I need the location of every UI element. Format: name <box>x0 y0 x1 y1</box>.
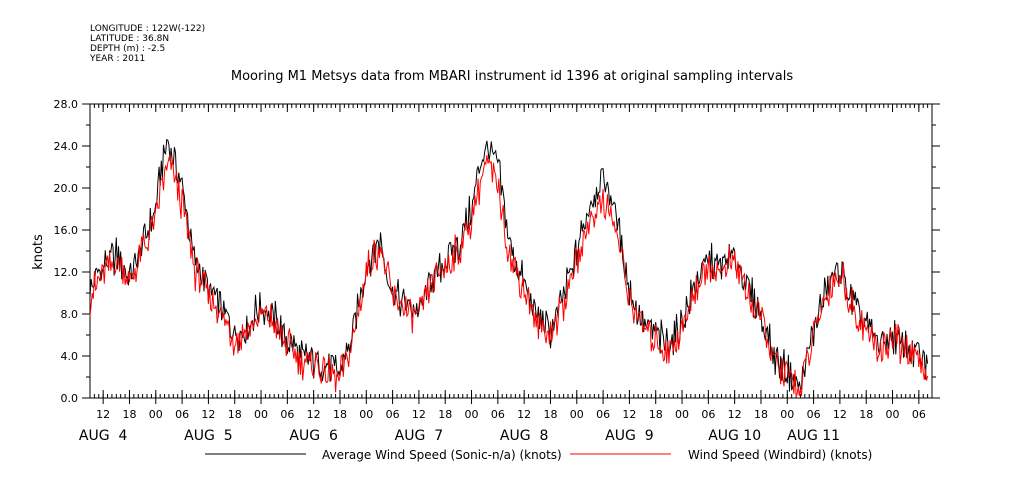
x-tick-label: 18 <box>859 408 873 421</box>
x-tick-label: 12 <box>96 408 110 421</box>
x-tick-label: 12 <box>833 408 847 421</box>
y-tick-label: 24.0 <box>54 140 79 153</box>
header-info: LONGITUDE : 122W(-122) LATITUDE : 36.8N … <box>89 24 205 64</box>
y-tick-label: 16.0 <box>54 224 79 237</box>
x-tick-label: 00 <box>359 408 373 421</box>
x-day-label: AUG 6 <box>289 428 338 444</box>
legend: Average Wind Speed (Sonic-n/a) (knots) W… <box>205 448 872 462</box>
x-tick-label: 12 <box>412 408 426 421</box>
x-axis: 12 18 00 06 12 18 00 06 12 18 00 06 12 18 00 06 12 18 00 06… <box>79 104 933 444</box>
x-tick-label: 00 <box>570 408 584 421</box>
latitude-text: LATITUDE : 36.8N <box>90 34 169 44</box>
x-tick-label: 18 <box>438 408 452 421</box>
y-tick-label: 20.0 <box>54 182 79 195</box>
series-windbird-line <box>89 153 929 398</box>
x-tick-label: 18 <box>228 408 242 421</box>
x-day-label: AUG 4 <box>79 428 128 444</box>
x-tick-label: 06 <box>175 408 189 421</box>
x-tick-label: 06 <box>596 408 610 421</box>
x-tick-label: 18 <box>649 408 663 421</box>
x-tick-label: 00 <box>780 408 794 421</box>
depth-text: DEPTH (m) : -2.5 <box>90 44 165 54</box>
longitude-text: LONGITUDE : 122W(-122) <box>90 24 205 34</box>
x-tick-label: 12 <box>201 408 215 421</box>
x-tick-label: 00 <box>149 408 163 421</box>
x-day-label: AUG 11 <box>787 428 840 444</box>
x-tick-label: 00 <box>465 408 479 421</box>
y-axis-label: knots <box>31 234 46 270</box>
y-tick-label: 0.0 <box>61 392 79 405</box>
x-day-label: AUG 7 <box>395 428 443 444</box>
y-tick-label: 4.0 <box>61 350 79 363</box>
legend-label-average-wind: Average Wind Speed (Sonic-n/a) (knots) <box>322 448 562 462</box>
x-tick-label: 06 <box>807 408 821 421</box>
x-tick-label: 12 <box>728 408 742 421</box>
x-tick-label: 00 <box>675 408 689 421</box>
x-day-label: AUG 8 <box>500 428 548 444</box>
legend-label-windbird: Wind Speed (Windbird) (knots) <box>688 448 872 462</box>
x-tick-label: 06 <box>386 408 400 421</box>
x-tick-label: 18 <box>333 408 347 421</box>
y-axis: 0.0 4.0 8.0 12.0 16.0 20.0 24.0 28.0 <box>54 98 940 405</box>
series-average-wind-line <box>89 139 929 392</box>
x-tick-label: 12 <box>307 408 321 421</box>
x-tick-label: 12 <box>622 408 636 421</box>
y-tick-label: 28.0 <box>54 98 79 111</box>
x-day-label: AUG 10 <box>708 428 761 444</box>
x-tick-label: 06 <box>912 408 926 421</box>
y-tick-label: 12.0 <box>54 266 79 279</box>
x-tick-label: 18 <box>122 408 136 421</box>
plot-frame <box>89 103 933 399</box>
x-day-label: AUG 5 <box>184 428 232 444</box>
x-tick-label: 12 <box>517 408 531 421</box>
x-tick-label: 18 <box>754 408 768 421</box>
x-tick-label: 00 <box>886 408 900 421</box>
chart-title: Mooring M1 Metsys data from MBARI instru… <box>231 69 793 84</box>
y-tick-label: 8.0 <box>61 308 79 321</box>
x-tick-label: 18 <box>543 408 557 421</box>
year-text: YEAR : 2011 <box>89 54 145 64</box>
series-lines <box>89 139 929 398</box>
x-tick-label: 06 <box>701 408 715 421</box>
x-tick-label: 06 <box>280 408 294 421</box>
x-tick-label: 06 <box>491 408 505 421</box>
x-day-label: AUG 9 <box>605 428 653 444</box>
x-tick-label: 00 <box>254 408 268 421</box>
